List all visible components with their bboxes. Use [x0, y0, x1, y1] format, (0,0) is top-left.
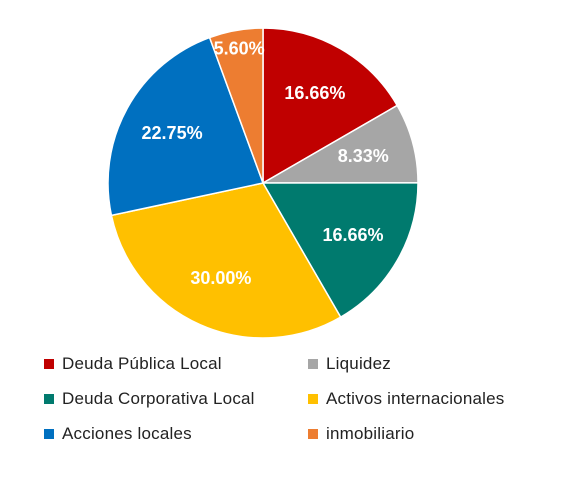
data-label-deuda-publica-local: 16.66% — [284, 83, 345, 103]
legend-item-deuda-publica-local: Deuda Pública Local — [44, 352, 308, 376]
legend-item-activos-internacionales: Activos internacionales — [308, 387, 558, 411]
pie-slice-inmobiliario — [208, 27, 264, 184]
data-label-acciones-locales: 22.75% — [142, 123, 203, 143]
pie-slice-deuda-corporativa-local — [261, 182, 419, 319]
legend-label: Liquidez — [326, 354, 391, 373]
pie-chart: 16.66% 8.33% 16.66% 30.00% 22.75% 5.60% — [107, 27, 419, 339]
legend-item-acciones-locales: Acciones locales — [44, 422, 308, 446]
data-label-inmobiliario: 5.60% — [214, 39, 265, 59]
pie-slice-activos-internacionales — [110, 182, 342, 339]
legend-swatch — [44, 359, 54, 369]
data-label-activos-internacionales: 30.00% — [190, 268, 251, 288]
legend-swatch — [308, 394, 318, 404]
pie-slice-deuda-publica-local — [262, 27, 399, 185]
legend-label: inmobiliario — [326, 424, 415, 443]
legend-label: Activos internacionales — [326, 389, 505, 408]
pie-slices — [107, 27, 419, 339]
pie-labels: 16.66% 8.33% 16.66% 30.00% 22.75% 5.60% — [142, 39, 389, 288]
legend-swatch — [308, 429, 318, 439]
data-label-liquidez: 8.33% — [338, 146, 389, 166]
data-label-deuda-corporativa-local: 16.66% — [322, 225, 383, 245]
pie-slice-acciones-locales — [107, 36, 265, 217]
legend-item-deuda-corporativa-local: Deuda Corporativa Local — [44, 387, 308, 411]
chart-legend: Deuda Pública Local Liquidez Deuda Corpora… — [44, 352, 564, 446]
legend-swatch — [44, 429, 54, 439]
legend-label: Deuda Corporativa Local — [62, 389, 255, 408]
legend-label: Deuda Pública Local — [62, 354, 222, 373]
legend-swatch — [44, 394, 54, 404]
legend-label: Acciones locales — [62, 424, 192, 443]
legend-item-liquidez: Liquidez — [308, 352, 558, 376]
legend-item-inmobiliario: inmobiliario — [308, 422, 558, 446]
legend-swatch — [308, 359, 318, 369]
